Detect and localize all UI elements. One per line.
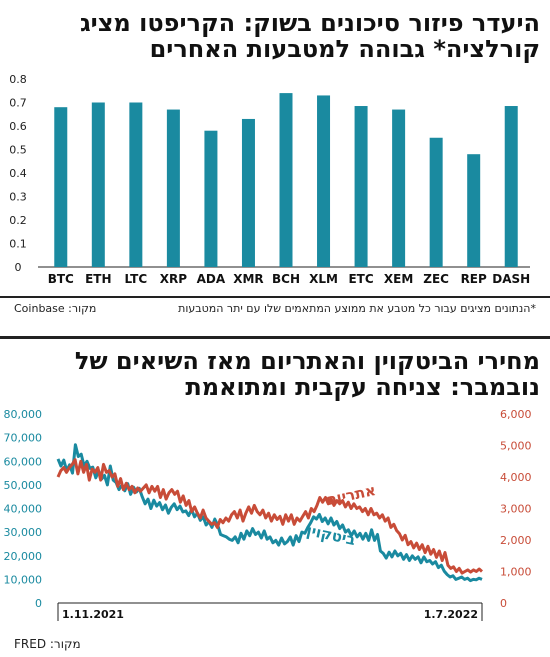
bar-xtick-label: DASH (492, 272, 530, 286)
bar-etc (354, 106, 368, 268)
bar-ytick-label: 0.5 (9, 144, 27, 157)
bar-ytick-label: 0.2 (9, 214, 27, 227)
bar-source: מקור: Coinbase (14, 302, 97, 315)
line-right-tick-label: 1,000 (500, 566, 532, 579)
bar-xtick-label: BTC (48, 272, 74, 286)
bar-xem (392, 109, 406, 267)
line-series-ethereum (56, 458, 483, 575)
bar-ytick-label: 0.8 (9, 73, 27, 86)
bar-xtick-label: LTC (125, 272, 148, 286)
line-left-tick-label: 80,000 (4, 408, 43, 421)
bar-xtick-label: XEM (384, 272, 413, 286)
bar-ytick-label: 0.4 (9, 167, 27, 180)
bar-ada (204, 130, 218, 267)
line-left-tick-label: 70,000 (4, 432, 43, 445)
line-left-tick-label: 60,000 (4, 455, 43, 468)
bar-xtick-label: ETC (348, 272, 373, 286)
line-left-tick-label: 0 (35, 597, 42, 610)
line-right-tick-label: 5,000 (500, 440, 532, 453)
bar-xtick-label: ETH (85, 272, 111, 286)
line-right-tick-label: 0 (500, 597, 507, 610)
line-left-tick-label: 50,000 (4, 479, 43, 492)
bar-btc (54, 107, 68, 267)
bar-ytick-label: 0 (15, 261, 22, 274)
line-source: מקור: FRED (14, 637, 81, 651)
line-right-tick-label: 2,000 (500, 534, 532, 547)
chart2-title: מחירי הביטקוין והאתריום מאז השיאים של נו… (74, 347, 540, 401)
line-series-bitcoin (56, 443, 483, 583)
line-right-tick-label: 3,000 (500, 503, 532, 516)
bar-dash (504, 106, 518, 268)
line-left-tick-label: 10,000 (4, 573, 43, 586)
bar-bch (279, 93, 293, 267)
bar-xtick-label: BCH (272, 272, 300, 286)
bar-xrp (166, 109, 180, 267)
line-left-tick-label: 40,000 (4, 503, 43, 516)
divider-line-1 (0, 296, 550, 298)
line-right-tick-label: 4,000 (500, 471, 532, 484)
line-right-tick-label: 6,000 (500, 408, 532, 421)
line-x-end-label: 1.7.2022 (424, 608, 478, 621)
bar-xlm (317, 95, 331, 267)
bar-xtick-label: XMR (233, 272, 263, 286)
bar-rep (467, 154, 481, 267)
line-x-start-label: 1.11.2021 (62, 608, 124, 621)
bar-ytick-label: 0.3 (9, 191, 27, 204)
bar-xtick-label: XRP (160, 272, 187, 286)
chart1-title: היעדר פיזור סיכונים בשוק: הקריפטו מציג ק… (79, 9, 540, 63)
bar-xtick-label: ZEC (423, 272, 449, 286)
bar-ytick-label: 0.6 (9, 120, 27, 133)
bar-footnote: *הנתונים מציגים עבור כל מטבע את ממוצע המ… (178, 302, 536, 315)
bar-zec (429, 137, 443, 267)
bar-xmr (241, 118, 255, 267)
bar-eth (91, 102, 105, 267)
line-label-bitcoin: ביטקוין (305, 521, 357, 549)
bar-xtick-label: XLM (309, 272, 338, 286)
bar-ltc (129, 102, 143, 267)
line-left-tick-label: 20,000 (4, 550, 43, 563)
bar-chart: 0 0.1 0.2 0.3 0.4 0.5 0.6 0.7 0.8 BTC ETH LTC XRP AD… (9, 73, 530, 286)
divider-line-2 (0, 336, 550, 339)
bar-xtick-label: REP (461, 272, 487, 286)
line-left-tick-label: 30,000 (4, 526, 43, 539)
bar-xtick-label: ADA (197, 272, 226, 286)
bar-ytick-label: 0.1 (9, 238, 27, 251)
bar-ytick-label: 0.7 (9, 97, 27, 110)
